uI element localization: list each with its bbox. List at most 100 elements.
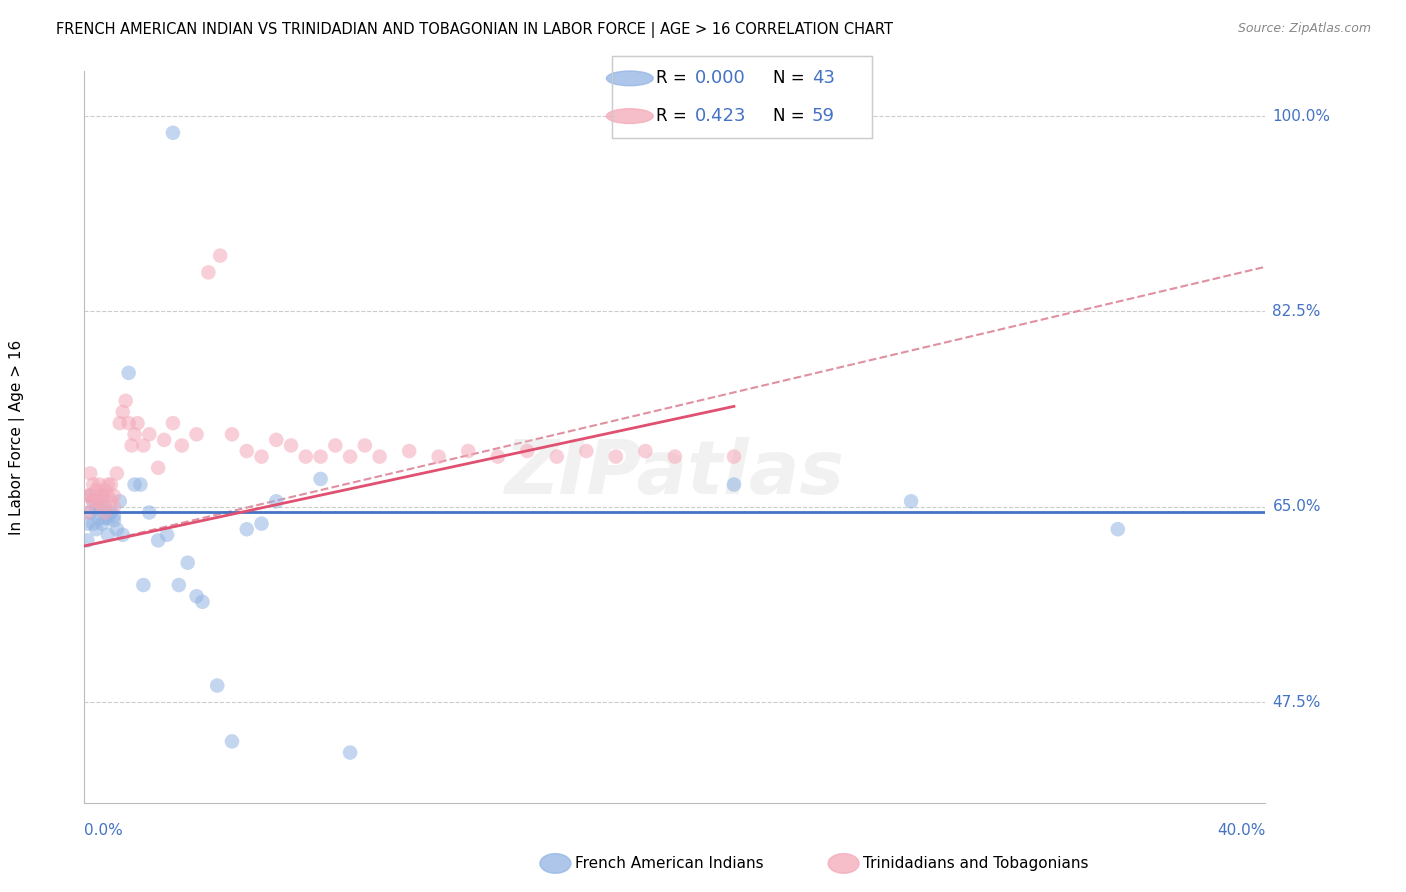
Point	[118, 416, 141, 430]
Point	[575, 444, 598, 458]
Point	[103, 500, 125, 514]
Point	[354, 438, 377, 452]
Point	[339, 450, 361, 464]
Point	[91, 489, 114, 503]
Point	[309, 450, 332, 464]
Point	[94, 500, 117, 514]
Text: R =: R =	[655, 107, 692, 125]
Point	[132, 578, 155, 592]
Point	[457, 444, 479, 458]
Point	[94, 483, 117, 497]
Text: FRENCH AMERICAN INDIAN VS TRINIDADIAN AND TOBAGONIAN IN LABOR FORCE | AGE > 16 C: FRENCH AMERICAN INDIAN VS TRINIDADIAN AN…	[56, 22, 893, 38]
Point	[205, 679, 228, 693]
Text: French American Indians: French American Indians	[575, 856, 763, 871]
Point	[127, 416, 149, 430]
Point	[368, 450, 391, 464]
Point	[87, 500, 111, 514]
Point	[79, 489, 101, 503]
Point	[124, 427, 146, 442]
Point	[111, 528, 134, 542]
Point	[97, 477, 120, 491]
Point	[235, 522, 259, 536]
Point	[103, 513, 125, 527]
Text: 100.0%: 100.0%	[1272, 109, 1330, 123]
Point	[167, 578, 190, 592]
Point	[91, 489, 114, 503]
Point	[76, 516, 98, 531]
Point	[124, 477, 146, 491]
Point	[221, 427, 243, 442]
Point	[132, 438, 155, 452]
Point	[339, 746, 361, 760]
Point	[664, 450, 686, 464]
Point	[309, 472, 332, 486]
Text: In Labor Force | Age > 16: In Labor Force | Age > 16	[8, 340, 25, 534]
Point	[280, 438, 302, 452]
Point	[427, 450, 450, 464]
Point	[79, 489, 101, 503]
Text: Source: ZipAtlas.com: Source: ZipAtlas.com	[1237, 22, 1371, 36]
Point	[87, 511, 111, 525]
Point	[398, 444, 420, 458]
Point	[516, 444, 538, 458]
Point	[162, 126, 184, 140]
Point	[295, 450, 318, 464]
Point	[162, 416, 184, 430]
Point	[148, 460, 170, 475]
Point	[605, 450, 627, 464]
Point	[82, 494, 104, 508]
Point	[723, 450, 745, 464]
Point	[546, 450, 568, 464]
Point	[105, 522, 128, 536]
Point	[82, 494, 104, 508]
Text: 0.000: 0.000	[695, 70, 745, 87]
Point	[103, 508, 125, 523]
Text: 59: 59	[811, 107, 835, 125]
Point	[1107, 522, 1129, 536]
Point	[197, 265, 219, 279]
Point	[129, 477, 152, 491]
Point	[121, 438, 143, 452]
Point	[91, 516, 114, 531]
Point	[76, 489, 98, 503]
Point	[84, 502, 107, 516]
Point	[103, 489, 125, 503]
Point	[82, 516, 104, 531]
Text: 82.5%: 82.5%	[1272, 304, 1320, 319]
Text: 0.0%: 0.0%	[84, 823, 124, 838]
Point	[105, 467, 128, 481]
Text: 43: 43	[811, 70, 835, 87]
Point	[323, 438, 347, 452]
Point	[79, 506, 101, 520]
Text: 65.0%: 65.0%	[1272, 500, 1320, 515]
Point	[634, 444, 657, 458]
Point	[111, 405, 134, 419]
Point	[76, 533, 98, 548]
Point	[108, 494, 131, 508]
Point	[138, 506, 160, 520]
Point	[486, 450, 509, 464]
Point	[177, 556, 200, 570]
Text: 47.5%: 47.5%	[1272, 695, 1320, 710]
Point	[235, 444, 259, 458]
Point	[186, 427, 208, 442]
Point	[250, 450, 273, 464]
Point	[221, 734, 243, 748]
Point	[118, 366, 141, 380]
Circle shape	[606, 109, 654, 123]
Text: N =: N =	[773, 107, 810, 125]
Text: N =: N =	[773, 70, 810, 87]
Point	[84, 522, 107, 536]
Point	[84, 483, 107, 497]
Point	[264, 433, 288, 447]
Point	[94, 506, 117, 520]
Point	[97, 511, 120, 525]
Text: ZIPatlas: ZIPatlas	[505, 437, 845, 510]
Point	[264, 494, 288, 508]
Point	[250, 516, 273, 531]
Point	[138, 427, 160, 442]
Circle shape	[606, 71, 654, 86]
Point	[100, 506, 122, 520]
Point	[191, 595, 214, 609]
Text: 0.423: 0.423	[695, 107, 747, 125]
